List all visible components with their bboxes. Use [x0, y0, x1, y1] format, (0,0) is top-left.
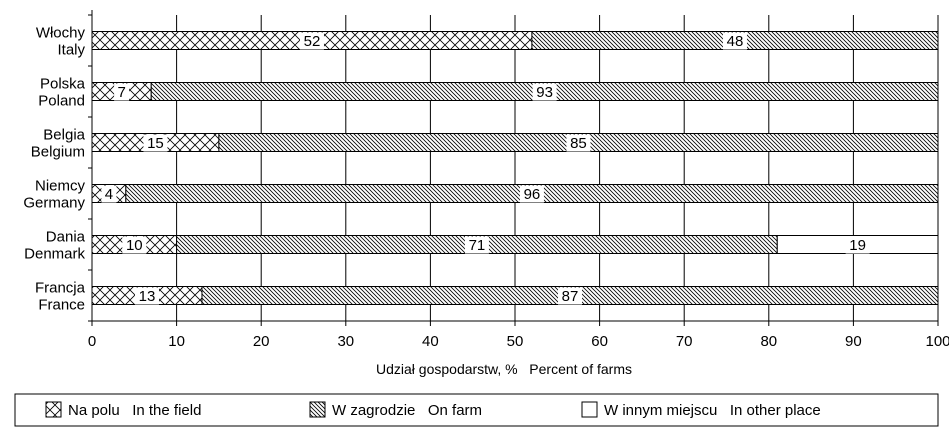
data-label: 85 [570, 135, 587, 152]
data-label: 93 [536, 84, 553, 101]
x-tick-label: 20 [253, 333, 270, 350]
data-label: 87 [562, 288, 579, 305]
data-label-background [532, 83, 557, 101]
legend-label: W innym miejscu In other place [604, 402, 821, 419]
data-label-background [722, 32, 747, 50]
x-tick-label: 90 [845, 333, 862, 350]
data-label: 48 [727, 33, 744, 50]
data-label-background [845, 236, 870, 254]
legend-label: Na polu In the field [68, 402, 201, 419]
data-label-background [557, 287, 582, 305]
legend: Na polu In the field W zagrodzie On farm W… [14, 393, 939, 427]
legend-box [14, 393, 939, 427]
x-tick-label: 0 [88, 333, 96, 350]
data-label-background [101, 185, 117, 203]
data-label: 19 [849, 237, 866, 254]
data-label-background [134, 287, 159, 305]
data-label-background [519, 185, 544, 203]
x-tick-label: 10 [168, 333, 185, 350]
data-label: 96 [524, 186, 541, 203]
category-label-secondary: France [38, 297, 85, 314]
data-label-background [122, 236, 147, 254]
x-tick-label: 50 [507, 333, 524, 350]
bars: 52 48 7 93 15 85 4 96 10 71 19 13 87 [91, 31, 939, 305]
x-tick-label: 60 [591, 333, 608, 350]
data-label-background [299, 32, 324, 50]
category-label-primary: Niemcy [35, 178, 86, 195]
data-label-background [566, 134, 591, 152]
category-label-secondary: Denmark [24, 246, 85, 263]
category-label-secondary: Poland [38, 93, 85, 110]
category-label-secondary: Germany [23, 195, 85, 212]
data-label: 7 [117, 84, 125, 101]
x-tick-label: 70 [676, 333, 693, 350]
x-tick-label: 100 [925, 333, 949, 350]
legend-swatch [581, 401, 598, 418]
category-label-primary: Belgia [43, 127, 85, 144]
category-label-primary: Polska [40, 76, 86, 93]
category-label-secondary: Belgium [31, 144, 85, 161]
gridlines [91, 15, 939, 321]
x-axis-title: Udział gospodarstw, % Percent of farms [376, 361, 632, 377]
category-label-secondary: Italy [57, 42, 85, 59]
category-label-primary: Włochy [36, 25, 86, 42]
legend-swatch [309, 401, 326, 418]
data-label-background [114, 83, 130, 101]
category-label-primary: Dania [46, 229, 86, 246]
data-label: 10 [126, 237, 143, 254]
data-label: 13 [139, 288, 156, 305]
data-label: 15 [147, 135, 164, 152]
x-tick-label: 80 [760, 333, 777, 350]
data-label-background [143, 134, 168, 152]
data-label-background [464, 236, 489, 254]
data-label: 71 [469, 237, 486, 254]
data-label: 4 [105, 186, 113, 203]
x-axis: 0 10 20 30 40 50 60 70 80 90 100 [88, 10, 949, 350]
x-tick-label: 30 [337, 333, 354, 350]
legend-swatch [45, 401, 62, 418]
legend-label: W zagrodzie On farm [332, 402, 482, 419]
data-label: 52 [304, 33, 321, 50]
x-tick-label: 40 [422, 333, 439, 350]
category-label-primary: Francja [35, 280, 86, 297]
